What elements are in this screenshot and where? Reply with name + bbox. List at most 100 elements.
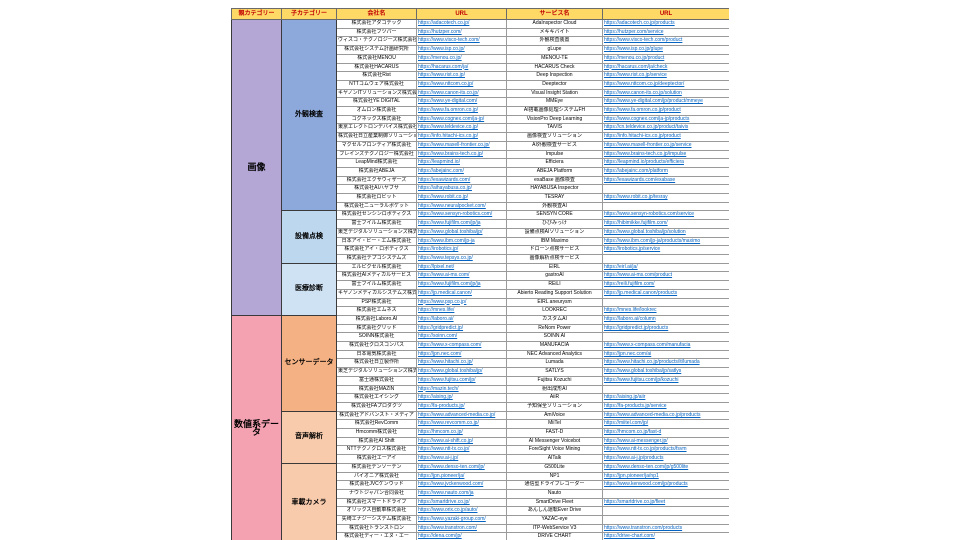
company-link[interactable]: https://exawizards.com/ — [418, 176, 471, 183]
service-link[interactable]: https://www.isp.co.jp/glupe — [604, 46, 663, 53]
company-link[interactable]: https://www.ye-digital.com/ — [418, 98, 478, 105]
service-link[interactable]: https://www.ai-j.jp/products — [604, 455, 664, 462]
service-link[interactable]: https://www.hitachi.co.jp/products/it/lu… — [604, 359, 700, 366]
service-link[interactable]: https://info.hitachi-ics.co.jp/product — [604, 133, 681, 140]
company-link[interactable]: https://hutzper.com/ — [418, 28, 462, 35]
service-link[interactable]: https://www.ye-digital.com/jp/product/mm… — [604, 98, 703, 105]
company-link[interactable]: https://www.x-compass.com/ — [418, 342, 482, 349]
service-link[interactable]: https://www.rist.co.jp/service — [604, 72, 667, 79]
company-link[interactable]: https://www.neuralpocket.com/ — [418, 202, 486, 209]
service-link[interactable]: https://www.global.toshiba/jp/solution — [604, 228, 686, 235]
service-link[interactable]: https://exawizards.com/exabase — [604, 176, 676, 183]
service-link[interactable]: https://mnes.life/lookrec — [604, 307, 657, 314]
company-link[interactable]: https://www.transtron.com/ — [418, 524, 477, 531]
company-link[interactable]: https://dena.com/jp/ — [418, 533, 462, 540]
service-link[interactable]: https://www.transtron.com/products — [604, 524, 683, 531]
service-link[interactable]: https://hacarus.com/ja/check — [604, 63, 668, 70]
service-link[interactable]: https://eirl.ai/ja/ — [604, 263, 638, 270]
company-link[interactable]: https://www.global.toshiba/jp/ — [418, 228, 483, 235]
service-link[interactable]: https://www.robit.co.jp/tesray — [604, 194, 668, 201]
service-link[interactable]: https://hmcom.co.jp/fast-d — [604, 429, 662, 436]
service-link[interactable]: https://irobotics.jp/service — [604, 246, 661, 253]
service-link[interactable]: https://www.sensyn-robotics.com/service — [604, 211, 695, 218]
company-link[interactable]: https://menou.co.jp/ — [418, 54, 462, 61]
service-link[interactable]: https://abejainc.com/platform — [604, 167, 668, 174]
company-link[interactable]: https://www.global.toshiba/jp/ — [418, 368, 483, 375]
company-link[interactable]: https://www.visco-tech.com/ — [418, 37, 480, 44]
service-link[interactable]: https://cn.teldevice.co.jp/product/taivi… — [604, 124, 689, 131]
company-link[interactable]: https://www.fujifilm.com/jp/ja — [418, 220, 481, 227]
service-link[interactable]: https://jpn.nec.com/ai — [604, 350, 652, 357]
company-link[interactable]: https://www.advanced-media.co.jp/ — [418, 411, 496, 418]
service-link[interactable]: https://www.ibm.com/jp-ja/products/maxim… — [604, 237, 701, 244]
company-link[interactable]: https://lpixel.net/ — [418, 263, 455, 270]
service-link[interactable]: https://hibimikke.fujifilm.com/ — [604, 220, 668, 227]
company-link[interactable]: https://www.nttcom.co.jp/ — [418, 80, 474, 87]
company-link[interactable]: https://www.ibm.com/jp-ja — [418, 237, 475, 244]
company-link[interactable]: https://leapmind.io/ — [418, 159, 460, 166]
service-link[interactable]: https://miitel.com/jp/ — [604, 420, 649, 427]
company-link[interactable]: https://aising.jp/ — [418, 394, 453, 401]
service-link[interactable]: https://jpn.pioneer/ja/np1 — [604, 472, 659, 479]
service-link[interactable]: https://www.ai-messenger.jp/ — [604, 437, 668, 444]
company-link[interactable]: https://mnes.life/ — [418, 307, 455, 314]
service-link[interactable]: https://www.cognex.com/ja-jp/products — [604, 115, 690, 122]
company-link[interactable]: https://www.cognex.com/ja-jp/ — [418, 115, 485, 122]
service-link[interactable]: https://aising.jp/aiir — [604, 394, 646, 401]
service-link[interactable]: https://leapmind.io/products/efficiera — [604, 159, 684, 166]
company-link[interactable]: https://mazin.tech/ — [418, 385, 459, 392]
service-link[interactable]: https://jp.medical.canon/products — [604, 289, 678, 296]
company-link[interactable]: https://www.maxell-frontier.co.jp/ — [418, 141, 490, 148]
company-link[interactable]: https://jpn.pioneer/ja/ — [418, 472, 465, 479]
company-link[interactable]: https://www.ai-ms.com/ — [418, 272, 470, 279]
service-link[interactable]: https://www.denso-ten.com/jp/g500lite — [604, 463, 689, 470]
company-link[interactable]: https://www.ai-j.jp/ — [418, 455, 459, 462]
company-link[interactable]: https://jpn.nec.com/ — [418, 350, 462, 357]
company-link[interactable]: https://www.fa.omron.co.jp/ — [418, 107, 479, 114]
company-link[interactable]: https://www.canon-its.co.jp/ — [418, 89, 479, 96]
company-link[interactable]: https://www.ai-shift.co.jp/ — [418, 437, 474, 444]
company-link[interactable]: https://www.rist.co.jp/ — [418, 72, 465, 79]
service-link[interactable]: https://www.fujitsu.com/jp/kozuchi — [604, 376, 679, 383]
service-link[interactable]: https://www.fa.omron.co.jp/product — [604, 107, 681, 114]
service-link[interactable]: https://www.kenwood.com/jp/products — [604, 481, 688, 488]
company-link[interactable]: https://adacotech.co.jp/ — [418, 20, 470, 26]
company-link[interactable]: https://www.nauto.com/ja — [418, 489, 474, 496]
service-link[interactable]: https://laboro.ai/column — [604, 315, 656, 322]
company-link[interactable]: https://irobotics.jp/ — [418, 246, 459, 253]
service-link[interactable]: https://www.global.toshiba/jp/satlys — [604, 368, 682, 375]
service-link[interactable]: https://www.ntt-tx.co.jp/products/fsvm — [604, 446, 687, 453]
company-link[interactable]: https://laboro.ai/ — [418, 315, 454, 322]
company-link[interactable]: https://info.hitachi-ics.co.jp/ — [418, 133, 479, 140]
company-link[interactable]: https://www.ntt-tx.co.jp/ — [418, 446, 470, 453]
service-link[interactable]: https://reili.fujifilm.com/ — [604, 281, 655, 288]
service-link[interactable]: https://drive-chart.com/ — [604, 533, 655, 540]
company-link[interactable]: https://hmcom.co.jp/ — [418, 429, 463, 436]
service-link[interactable]: https://www.x-compass.com/manufacia — [604, 342, 691, 349]
service-link[interactable]: https://www.canon-its.co.jp/solution — [604, 89, 682, 96]
service-link[interactable]: https://www.ai-ms.com/product — [604, 272, 673, 279]
service-link[interactable]: https://adacotech.co.jp/products — [604, 20, 675, 26]
company-link[interactable]: https://www.isp.co.jp/ — [418, 46, 465, 53]
company-link[interactable]: https://abejainc.com/ — [418, 167, 464, 174]
company-link[interactable]: https://www.sensyn-robotics.com/ — [418, 211, 493, 218]
company-link[interactable]: https://www.brains-tech.co.jp/ — [418, 150, 484, 157]
service-link[interactable]: https://www.maxell-frontier.co.jp/servic… — [604, 141, 692, 148]
company-link[interactable]: https://smartdrive.co.jp/ — [418, 498, 470, 505]
service-link[interactable]: https://hutzper.com/service — [604, 28, 664, 35]
service-link[interactable]: https://smartdrive.co.jp/fleet — [604, 498, 666, 505]
service-link[interactable]: https://www.visco-tech.com/product — [604, 37, 683, 44]
company-link[interactable]: https://fa-products.jp/ — [418, 402, 465, 409]
company-link[interactable]: https://www.psp.co.jp/ — [418, 298, 467, 305]
service-link[interactable]: https://fa-products.jp/service — [604, 402, 667, 409]
company-link[interactable]: https://www.revcomm.co.jp/ — [418, 420, 479, 427]
company-link[interactable]: https://www.yazaki-group.com/ — [418, 516, 486, 523]
company-link[interactable]: https://www.tepsys.co.jp/ — [418, 254, 473, 261]
company-link[interactable]: https://www.robit.co.jp/ — [418, 194, 469, 201]
company-link[interactable]: https://www.orix.co.jp/auto/ — [418, 507, 478, 514]
company-link[interactable]: https://www.fujitsu.com/jp/ — [418, 376, 476, 383]
company-link[interactable]: https://www.denso-ten.com/jp/ — [418, 463, 485, 470]
service-link[interactable]: https://www.brains-tech.co.jp/impulse — [604, 150, 687, 157]
company-link[interactable]: https://hacarus.com/ja/ — [418, 63, 469, 70]
service-link[interactable]: https://gridpredict.jp/products — [604, 324, 669, 331]
